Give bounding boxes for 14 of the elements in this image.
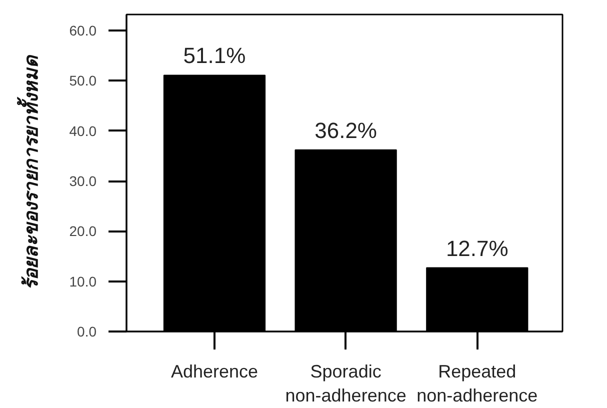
data-label: 12.7% [446, 236, 508, 261]
data-label: 36.2% [314, 118, 378, 143]
y-tick-label: 30.0 [69, 173, 97, 190]
y-tick-label: 20.0 [69, 223, 97, 240]
y-tick-label: 0.0 [77, 324, 97, 340]
x-tick-label: Repeated non-adherence [416, 362, 538, 406]
y-tick-label: 60.0 [69, 22, 97, 39]
x-tick-label: Adherence [170, 362, 258, 382]
y-axis-title: ร้อยละของรายการยาทั้งหมด [16, 54, 42, 290]
y-tick-label: 50.0 [69, 72, 97, 89]
x-tick-label: Sporadic non-adherence [285, 362, 406, 406]
y-tick-label: 40.0 [69, 122, 97, 139]
y-tick-label: 10.0 [69, 273, 97, 290]
data-label: 51.1% [183, 43, 246, 68]
